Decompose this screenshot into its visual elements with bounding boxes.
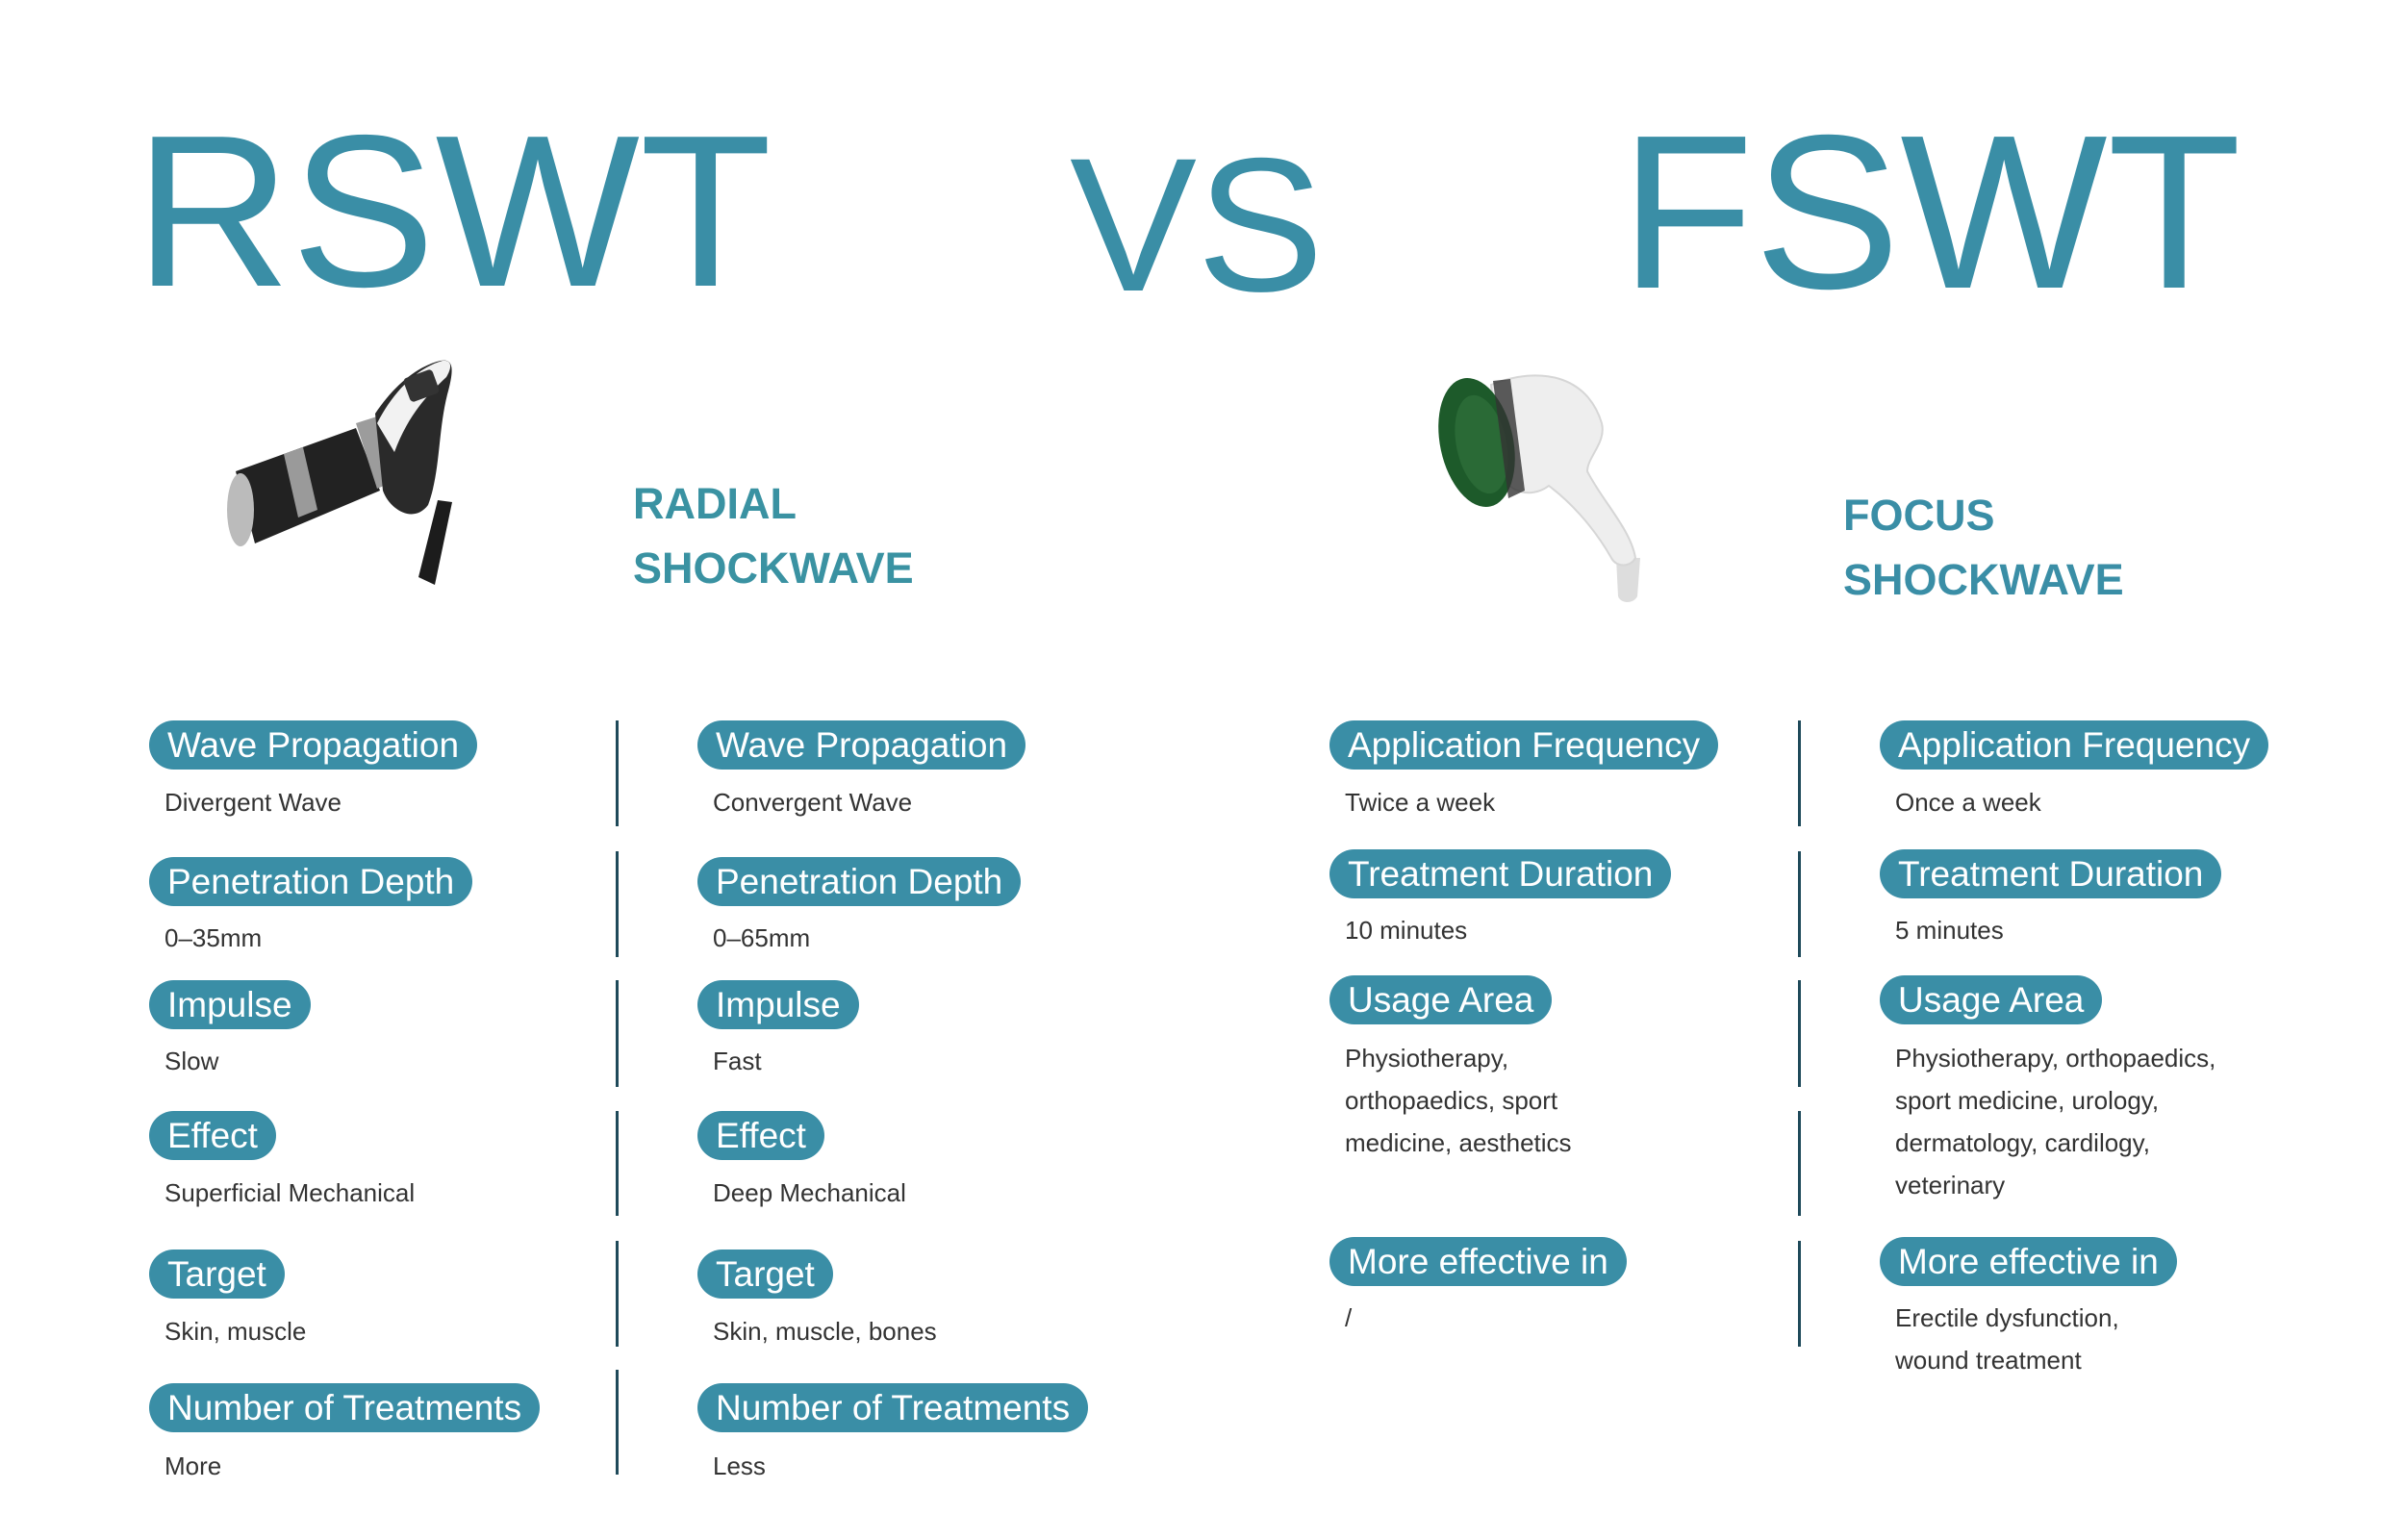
- radial-shockwave-label: RADIAL SHOCKWAVE: [633, 471, 914, 600]
- fswt-right-criterion-label: Usage Area: [1880, 975, 2103, 1024]
- column-divider: [1798, 1111, 1801, 1216]
- rswt-left-criterion-label: Wave Propagation: [149, 720, 478, 770]
- fswt-criterion-value: Less: [713, 1452, 766, 1480]
- fswt-criterion-value: Convergent Wave: [713, 788, 913, 817]
- rswt-right-criterion-label: Usage Area: [1329, 975, 1553, 1024]
- fswt-left-criterion-label: Penetration Depth: [697, 857, 1022, 906]
- rswt-criterion-value: Twice a week: [1345, 788, 1496, 817]
- focus-shockwave-device-image: [1438, 374, 1640, 602]
- column-divider: [1798, 980, 1801, 1087]
- fswt-criterion-value: Fast: [713, 1047, 762, 1075]
- focus-label-line1: FOCUS: [1843, 491, 1995, 540]
- focus-label-line2: SHOCKWAVE: [1843, 555, 2124, 604]
- fswt-criterion-value: Skin, muscle, bones: [713, 1317, 937, 1346]
- rswt-left-criterion-label: Target: [149, 1250, 285, 1299]
- column-divider: [616, 1241, 619, 1347]
- fswt-criterion-value: 0–65mm: [713, 923, 811, 952]
- fswt-criterion-value: Once a week: [1895, 788, 2041, 817]
- rswt-title: RSWT: [135, 89, 772, 332]
- rswt-criterion-value: Skin, muscle: [165, 1317, 307, 1346]
- rswt-right-criterion-label: More effective in: [1329, 1237, 1627, 1286]
- column-divider: [1798, 851, 1801, 957]
- rswt-left-criterion-label: Effect: [149, 1111, 276, 1160]
- radial-label-line2: SHOCKWAVE: [633, 543, 914, 593]
- fswt-left-criterion-label: Effect: [697, 1111, 824, 1160]
- column-divider: [616, 1370, 619, 1475]
- rswt-criterion-value: Physiotherapy, orthopaedics, sport medic…: [1345, 1044, 1572, 1157]
- rswt-criterion-value: Slow: [165, 1047, 219, 1075]
- rswt-criterion-value: Divergent Wave: [165, 788, 342, 817]
- rswt-criterion-value: Superficial Mechanical: [165, 1178, 416, 1207]
- rswt-right-criterion-label: Treatment Duration: [1329, 849, 1672, 898]
- rswt-criterion-value: 10 minutes: [1345, 916, 1468, 945]
- fswt-title: FSWT: [1620, 90, 2241, 335]
- column-divider: [1798, 720, 1801, 826]
- radial-label-line1: RADIAL: [633, 479, 797, 528]
- fswt-criterion-value: Erectile dysfunction, wound treatment: [1895, 1303, 2119, 1375]
- rswt-left-criterion-label: Impulse: [149, 980, 311, 1029]
- radial-shockwave-device-image: [227, 360, 452, 585]
- fswt-right-criterion-label: More effective in: [1880, 1237, 2177, 1286]
- fswt-criterion-value: 5 minutes: [1895, 916, 2004, 945]
- column-divider: [616, 720, 619, 826]
- fswt-right-criterion-label: Application Frequency: [1880, 720, 2269, 770]
- rswt-right-criterion-label: Application Frequency: [1329, 720, 1719, 770]
- fswt-left-criterion-label: Target: [697, 1250, 833, 1299]
- column-divider: [616, 1111, 619, 1216]
- rswt-criterion-value: 0–35mm: [165, 923, 263, 952]
- column-divider: [1798, 1241, 1801, 1347]
- fswt-criterion-value: Physiotherapy, orthopaedics, sport medic…: [1895, 1044, 2216, 1199]
- rswt-criterion-value: More: [165, 1452, 222, 1480]
- vs-title: VS: [1070, 118, 1325, 331]
- fswt-right-criterion-label: Treatment Duration: [1880, 849, 2222, 898]
- rswt-left-criterion-label: Penetration Depth: [149, 857, 473, 906]
- fswt-criterion-value: Deep Mechanical: [713, 1178, 906, 1207]
- rswt-criterion-value: /: [1345, 1303, 1353, 1332]
- column-divider: [616, 851, 619, 957]
- rswt-left-criterion-label: Number of Treatments: [149, 1383, 541, 1432]
- focus-shockwave-label: FOCUS SHOCKWAVE: [1843, 483, 2124, 612]
- fswt-left-criterion-label: Wave Propagation: [697, 720, 1026, 770]
- column-divider: [616, 980, 619, 1087]
- fswt-left-criterion-label: Impulse: [697, 980, 859, 1029]
- fswt-left-criterion-label: Number of Treatments: [697, 1383, 1089, 1432]
